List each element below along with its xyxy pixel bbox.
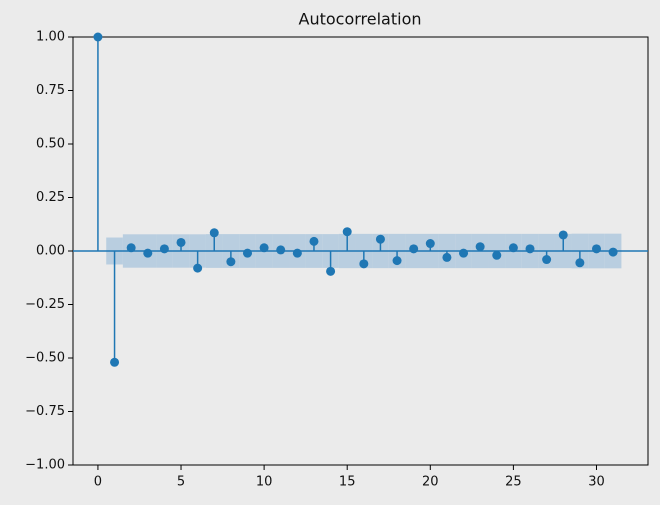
marker xyxy=(126,243,136,253)
marker xyxy=(425,239,435,249)
y-tick-label: −0.50 xyxy=(25,351,65,366)
marker xyxy=(608,247,618,257)
marker xyxy=(392,256,402,266)
chart-title: Autocorrelation xyxy=(299,10,422,29)
marker xyxy=(359,259,369,269)
x-tick-label: 30 xyxy=(588,475,605,490)
y-tick-label: −1.00 xyxy=(25,458,65,473)
marker xyxy=(591,244,601,254)
marker xyxy=(326,266,336,276)
y-tick-label: 0.50 xyxy=(36,137,65,152)
marker xyxy=(143,248,153,258)
x-tick-label: 15 xyxy=(339,475,356,490)
marker xyxy=(292,248,302,258)
y-tick-label: 0.00 xyxy=(36,244,65,259)
marker xyxy=(508,243,518,253)
y-tick-label: 1.00 xyxy=(36,30,65,45)
marker xyxy=(309,236,319,246)
marker xyxy=(209,228,219,238)
x-tick-label: 0 xyxy=(94,475,102,490)
marker xyxy=(459,248,469,258)
marker xyxy=(475,242,485,252)
marker xyxy=(575,258,585,268)
marker xyxy=(442,252,452,262)
y-tick-label: 0.75 xyxy=(36,83,65,98)
marker xyxy=(542,255,552,265)
marker xyxy=(159,244,169,254)
x-tick-label: 10 xyxy=(256,475,273,490)
marker xyxy=(342,227,352,237)
marker xyxy=(242,248,252,258)
marker xyxy=(226,257,236,267)
marker xyxy=(110,357,120,367)
y-tick-label: −0.75 xyxy=(25,404,65,419)
marker xyxy=(93,32,103,42)
marker xyxy=(276,245,286,255)
x-tick-label: 5 xyxy=(177,475,185,490)
marker xyxy=(558,230,568,240)
marker xyxy=(525,244,535,254)
y-tick-label: −0.25 xyxy=(25,297,65,312)
x-tick-label: 25 xyxy=(505,475,522,490)
marker xyxy=(492,250,502,260)
marker xyxy=(193,263,203,273)
x-tick-label: 20 xyxy=(422,475,439,490)
marker xyxy=(409,244,419,254)
marker xyxy=(259,243,269,253)
marker xyxy=(176,237,186,247)
y-tick-label: 0.25 xyxy=(36,190,65,205)
marker xyxy=(375,234,385,244)
